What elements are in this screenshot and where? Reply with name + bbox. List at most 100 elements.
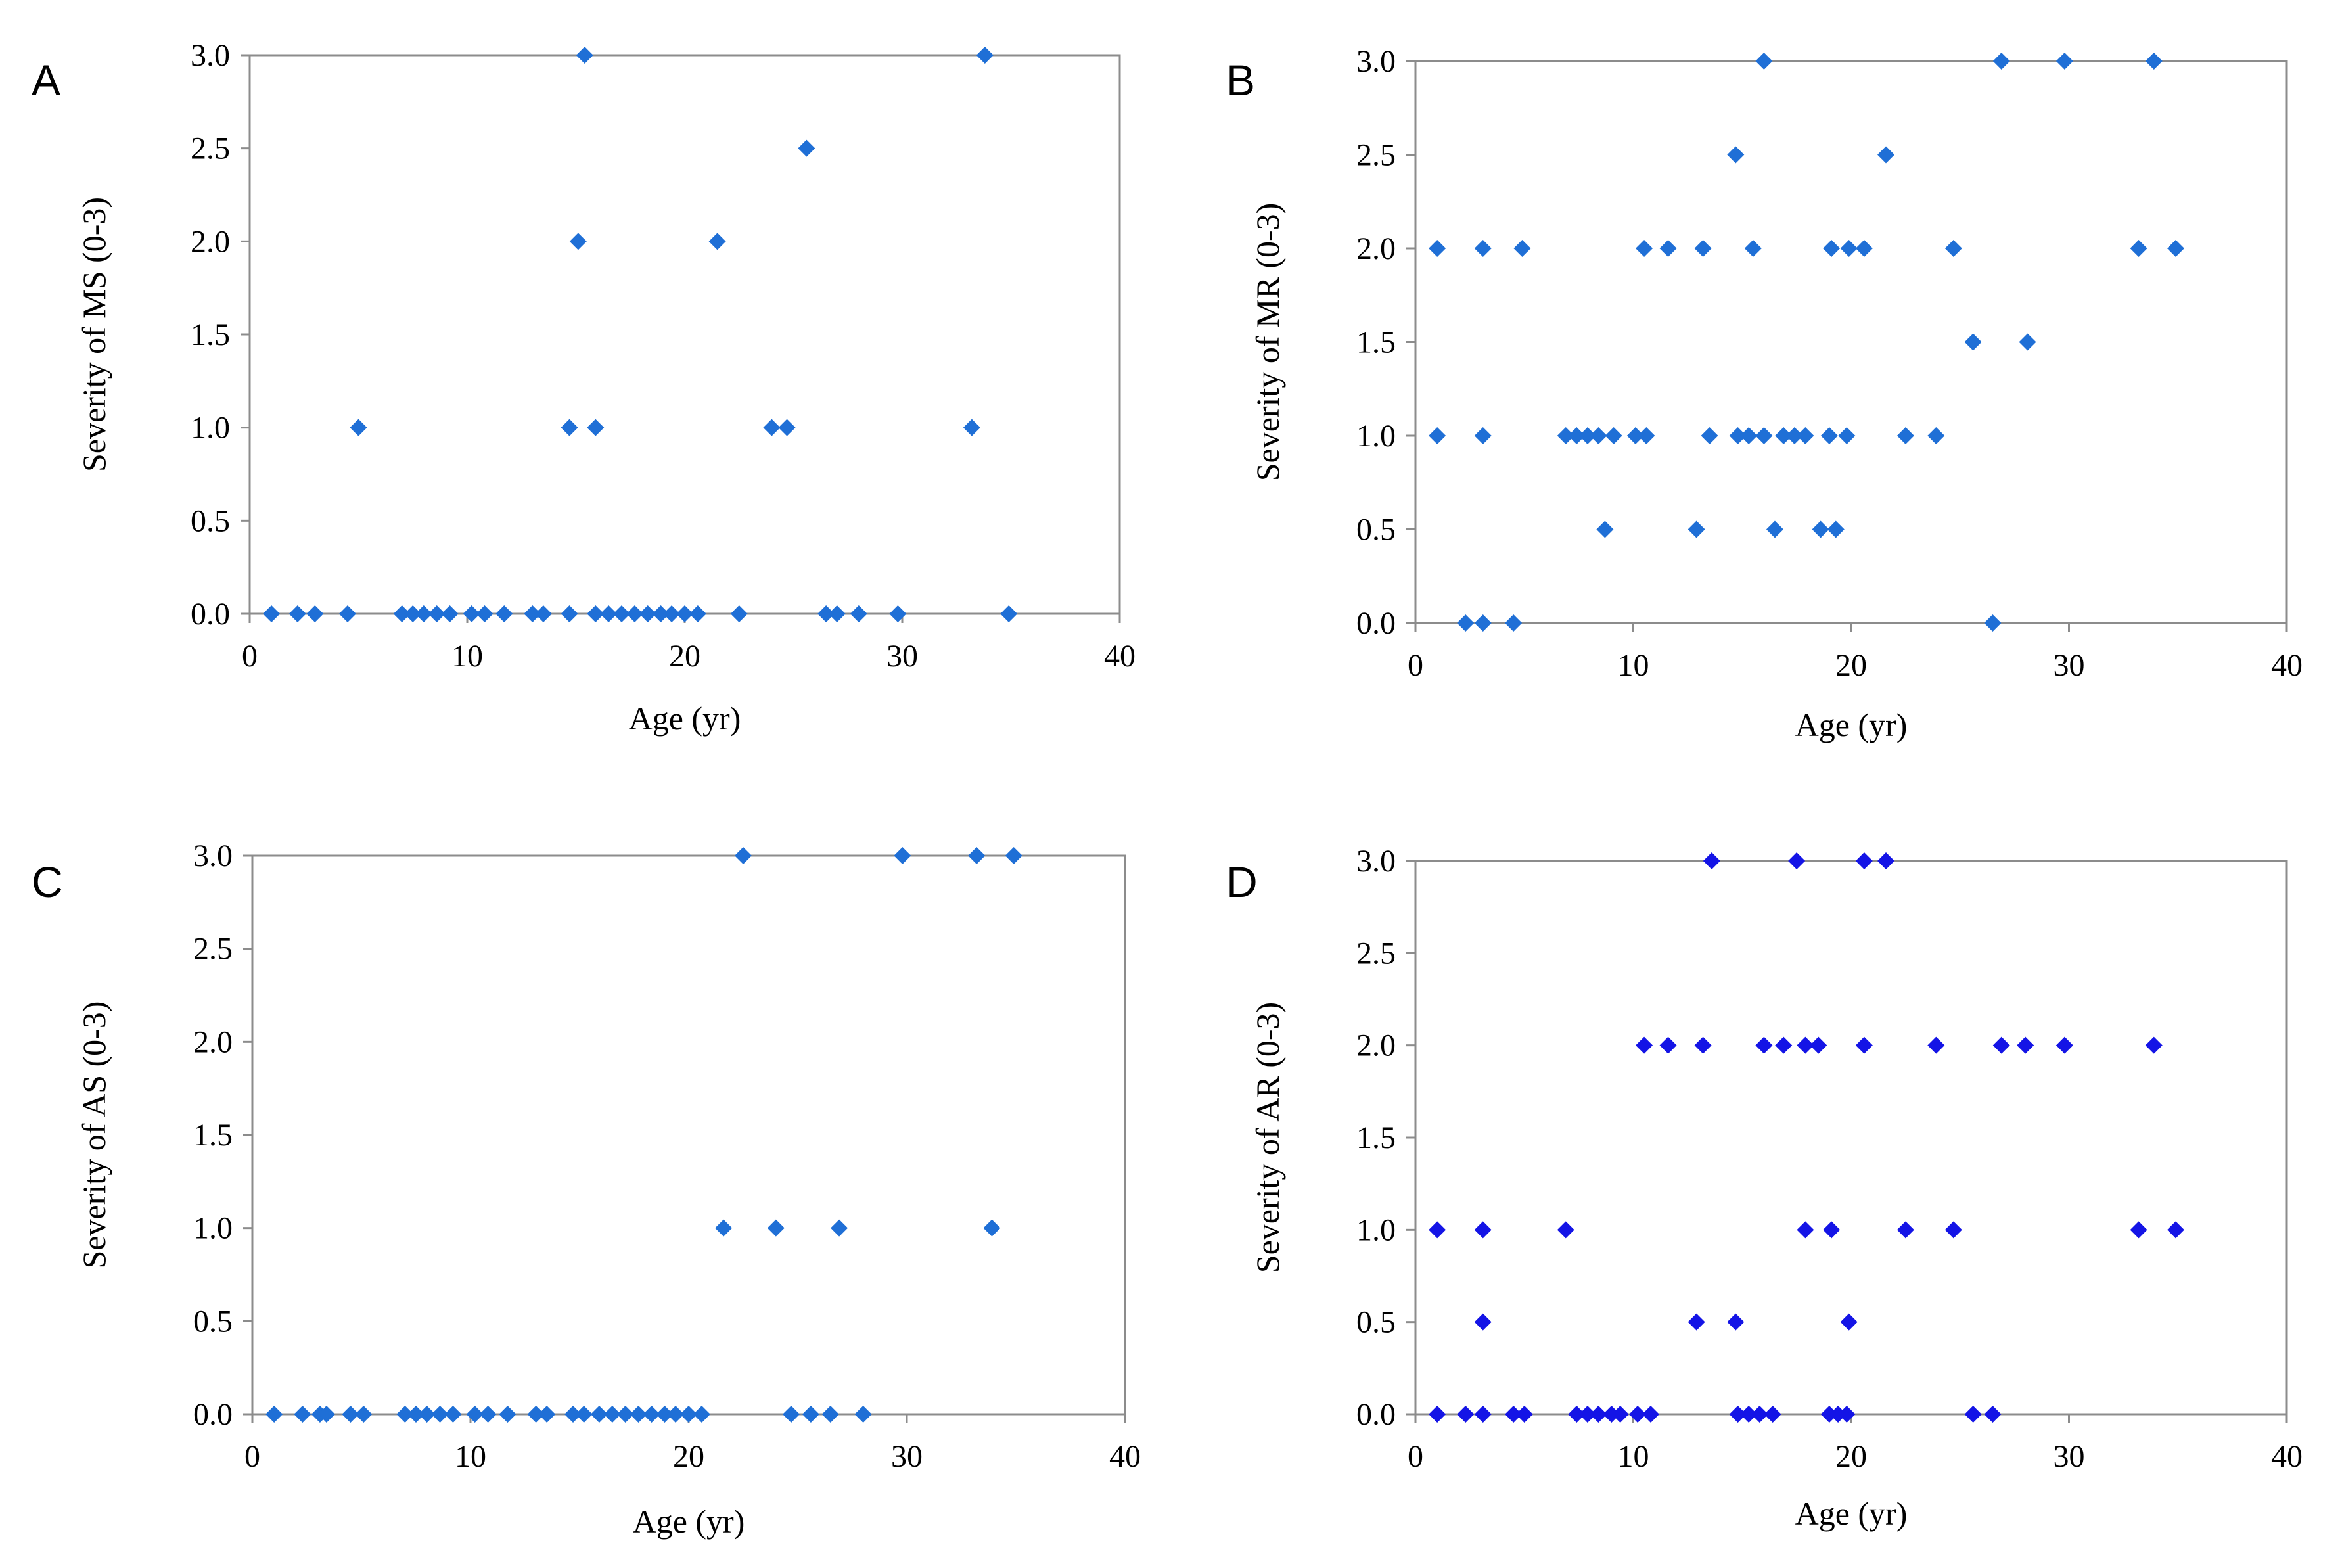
x-tick-label: 10 (451, 639, 483, 674)
data-point (1513, 240, 1531, 257)
data-point (590, 1406, 608, 1423)
data-point (2055, 53, 2073, 70)
y-tick-label: 1.5 (1356, 325, 1396, 360)
data-point (1629, 1406, 1647, 1423)
data-point (676, 605, 693, 622)
data-point (2167, 1221, 2184, 1239)
data-point (444, 1406, 462, 1423)
y-tick-label: 1.5 (191, 317, 230, 352)
x-tick-label: 40 (2271, 1439, 2303, 1474)
y-tick-label: 2.5 (1356, 936, 1396, 971)
panel-a: A 0.0 0.5 1.0 1.5 2.0 2.5 3.0 0 10 20 30 40 Age (yr) S… (32, 38, 1136, 737)
plot-area (1414, 60, 2288, 624)
y-tick-label: 3.0 (191, 38, 230, 73)
data-point (976, 47, 994, 64)
data-point (1992, 1036, 2010, 1054)
x-tick-label: 10 (1618, 1439, 1649, 1474)
y-tick-label: 2.5 (1356, 138, 1396, 173)
data-point (1797, 427, 1814, 444)
data-point (418, 1406, 436, 1423)
data-point (441, 605, 459, 622)
data-point (1005, 847, 1022, 864)
x-tick-label: 10 (1618, 648, 1649, 683)
data-point (667, 1406, 685, 1423)
data-point (1474, 240, 1492, 257)
y-tick-label: 1.5 (1356, 1120, 1396, 1155)
data-point (2019, 333, 2036, 351)
data-point (1775, 1036, 1793, 1054)
data-point (1474, 1221, 1492, 1239)
data-point (1457, 614, 1475, 632)
data-point (1992, 53, 2010, 70)
x-tick-label: 30 (886, 639, 918, 674)
data-point (1590, 427, 1607, 444)
data-point (850, 605, 867, 622)
data-point (821, 1406, 839, 1423)
data-point (1000, 605, 1018, 622)
data-point (294, 1406, 311, 1423)
y-tick-label: 1.0 (191, 411, 230, 446)
data-point (534, 605, 552, 622)
data-point (415, 605, 432, 622)
data-point (2130, 240, 2147, 257)
data-point (778, 419, 796, 436)
data-point (1659, 240, 1677, 257)
data-point (889, 605, 907, 622)
x-axis-title: Age (yr) (629, 700, 741, 737)
data-point (1626, 427, 1644, 444)
data-point (306, 605, 324, 622)
data-point (1785, 427, 1803, 444)
data-point (561, 419, 578, 436)
data-point (396, 1406, 414, 1423)
y-axis-title: Severity of MR (0-3) (1249, 203, 1286, 482)
data-point (854, 1406, 872, 1423)
data-point (802, 1406, 819, 1423)
data-point (404, 605, 422, 622)
panel-label: B (1226, 56, 1255, 104)
data-point (783, 1406, 800, 1423)
x-tick-label: 30 (891, 1439, 923, 1474)
data-point (428, 605, 446, 622)
x-tick-label: 0 (242, 639, 258, 674)
data-point (767, 1219, 785, 1237)
data-point (1855, 1036, 1873, 1054)
data-point (1694, 240, 1712, 257)
data-point (1727, 1313, 1745, 1331)
data-point (1766, 520, 1783, 538)
panel-label: C (32, 858, 63, 906)
y-tick-label: 0.5 (1356, 513, 1396, 547)
data-point (1659, 1036, 1677, 1054)
x-tick-label: 20 (1835, 1439, 1867, 1474)
y-tick-label: 0.0 (191, 597, 230, 632)
data-point (527, 1406, 545, 1423)
y-tick-label: 0.0 (1356, 1397, 1396, 1432)
x-tick-label: 0 (244, 1439, 260, 1474)
data-point (1855, 240, 1873, 257)
data-point (564, 1406, 582, 1423)
data-point (355, 1406, 373, 1423)
data-point (1896, 1221, 1914, 1239)
data-point (1764, 1406, 1781, 1423)
data-point (538, 1406, 556, 1423)
data-point (1877, 852, 1895, 869)
data-point (894, 847, 911, 864)
data-point (2130, 1221, 2147, 1239)
data-point (1505, 1406, 1523, 1423)
data-point (1727, 146, 1745, 164)
data-point (817, 605, 835, 622)
panel-d: D 0.0 0.5 1.0 1.5 2.0 2.5 3.0 0 10 20 30 40 Age (yr) S… (1226, 844, 2303, 1532)
y-tick-label: 1.0 (1356, 419, 1396, 453)
x-tick-label: 0 (1408, 1439, 1423, 1474)
y-axis-title: Severity of MS (0-3) (76, 197, 112, 472)
data-point (616, 1406, 634, 1423)
data-point (1788, 852, 1806, 869)
data-point (1840, 240, 1858, 257)
data-point (1820, 1406, 1838, 1423)
data-point (639, 605, 656, 622)
x-tick-label: 20 (669, 639, 700, 674)
y-tick-label: 2.0 (193, 1025, 233, 1059)
data-point (1810, 1036, 1827, 1054)
data-point (1751, 1406, 1768, 1423)
data-point (263, 605, 281, 622)
panel-c: C 0.0 0.5 1.0 1.5 2.0 2.5 3.0 0 10 20 30 40 Age (yr) S… (32, 839, 1141, 1540)
